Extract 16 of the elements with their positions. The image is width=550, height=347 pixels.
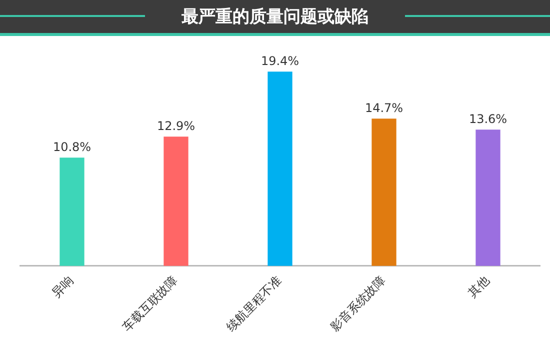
bar (268, 72, 292, 266)
data-label: 14.7% (364, 101, 404, 116)
bar (60, 158, 84, 266)
x-tick-label: 车载互联故障 (120, 273, 180, 334)
x-tick-label: 其他 (465, 273, 492, 300)
x-tick-label: 影音系统故障 (328, 273, 388, 334)
bar (164, 136, 188, 266)
bar (372, 118, 396, 266)
data-label: 13.6% (468, 112, 508, 126)
data-label: 19.4% (260, 54, 300, 68)
chart-title: 最严重的质量问题或缺陷 (182, 6, 368, 28)
data-label: 12.9% (156, 119, 196, 134)
x-tick-label: 异响 (49, 273, 76, 300)
data-label: 10.8% (52, 140, 92, 154)
x-tick-label: 续航里程不准 (224, 273, 284, 334)
bar (476, 130, 500, 266)
